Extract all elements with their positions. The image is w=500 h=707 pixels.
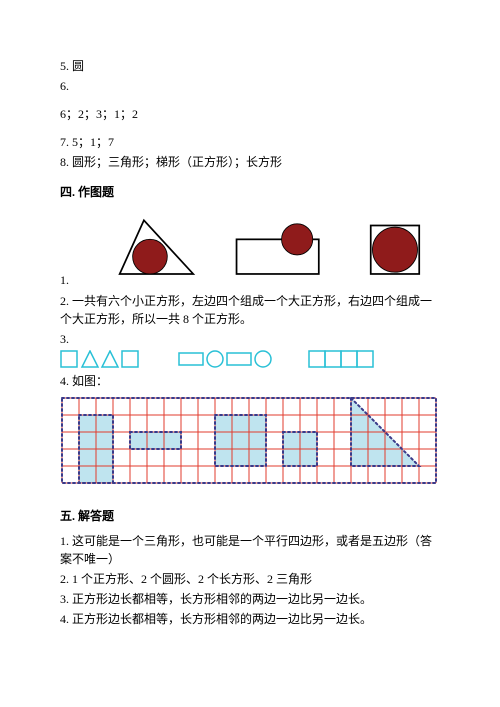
answer-7: 7. 5；1；7 <box>60 133 440 151</box>
item-3-shapes-row <box>60 350 440 370</box>
s5-item-1: 1. 这可能是一个三角形，也可能是一个平行四边形，或者是五边形（答案不唯一） <box>60 532 440 568</box>
shape-group-a <box>60 350 156 370</box>
figure-row-1: 1. <box>60 208 440 288</box>
item-2-text: 2. 一共有六个小正方形，左边四个组成一个大正方形，右边四个组成一个大正方形，所… <box>60 292 440 328</box>
s5-item-4: 4. 正方形边长都相等，长方形相邻的两边一边比另一边长。 <box>60 610 440 628</box>
item-4-label: 4. 如图： <box>60 372 440 390</box>
s5-item-2: 2. 1 个正方形、2 个圆形、2 个长方形、2 三角形 <box>60 570 440 588</box>
grid-figure <box>60 396 438 485</box>
shape-group-b <box>178 350 286 370</box>
section-5-title: 五. 解答题 <box>60 507 440 524</box>
item-3-number: 3. <box>60 330 440 348</box>
answer-6-values: 6；2；3；1；2 <box>60 105 440 123</box>
page: 5. 圆 6. 6；2；3；1；2 7. 5；1；7 8. 圆形；三角形；梯形（… <box>0 0 500 660</box>
answer-6-label: 6. <box>60 77 440 95</box>
answer-8: 8. 圆形；三角形；梯形（正方形）；长方形 <box>60 153 440 171</box>
answer-5: 5. 圆 <box>60 57 440 75</box>
section-4-title: 四. 作图题 <box>60 183 440 200</box>
three-circle-figures <box>111 208 440 288</box>
s5-item-3: 3. 正方形边长都相等，长方形相邻的两边一边比另一边长。 <box>60 590 440 608</box>
shape-group-c <box>308 350 378 370</box>
item-1-number: 1. <box>60 273 69 288</box>
grid-figure-wrap <box>60 396 440 489</box>
